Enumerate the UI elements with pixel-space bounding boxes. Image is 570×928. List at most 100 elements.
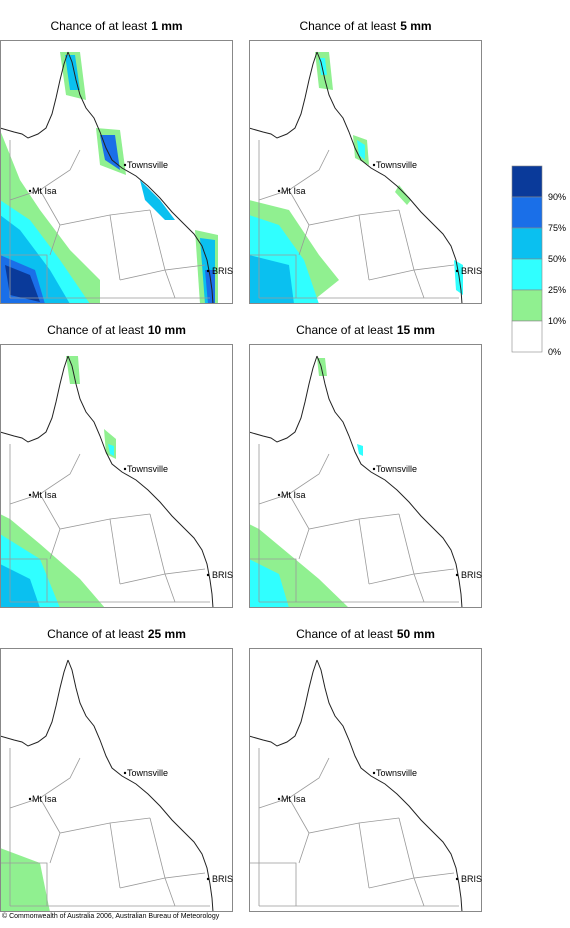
place-dot	[372, 163, 376, 167]
state-borders	[0, 444, 210, 603]
map-panel: Townsville Mt Isa BRIS	[0, 344, 233, 608]
coastline	[0, 659, 214, 912]
rain-area	[5, 265, 40, 302]
place-label: BRIS	[461, 570, 482, 580]
place-dot	[277, 189, 281, 193]
place-label: Mt Isa	[281, 490, 306, 500]
panel-title: Chance of at least 1 mm	[50, 19, 182, 33]
panel-frame	[249, 40, 482, 304]
rain-area	[0, 848, 50, 912]
place-dot	[123, 163, 127, 167]
coastline	[249, 51, 463, 304]
panel-title: Chance of at least 5 mm	[299, 19, 431, 33]
place-dot	[277, 797, 281, 801]
title-prefix: Chance of at least	[50, 19, 147, 33]
rain-area	[140, 180, 175, 220]
state-borders	[249, 140, 459, 299]
panel-frame	[0, 344, 233, 608]
place-label: Mt Isa	[32, 794, 57, 804]
place-dot	[123, 771, 127, 775]
rain-area	[100, 135, 120, 170]
title-amount: 5 mm	[400, 19, 431, 33]
rain-area	[108, 444, 114, 456]
legend-swatch	[511, 227, 543, 260]
place-label: Townsville	[127, 160, 168, 170]
title-amount: 10 mm	[148, 323, 186, 337]
place-label: Townsville	[376, 160, 417, 170]
place-dot	[206, 877, 210, 881]
state-borders	[0, 748, 210, 907]
map-content	[0, 659, 214, 912]
place-label: Townsville	[376, 464, 417, 474]
place-label: Mt Isa	[281, 186, 306, 196]
rain-area	[249, 255, 294, 304]
panel-title: Chance of at least 50 mm	[296, 627, 435, 641]
title-amount: 1 mm	[151, 19, 182, 33]
panel-title: Chance of at least 10 mm	[47, 323, 186, 337]
panel-frame	[0, 648, 233, 912]
map-content	[249, 659, 463, 912]
map-content	[249, 355, 463, 608]
legend-swatch	[511, 165, 543, 198]
legend-label: 10%	[548, 316, 566, 326]
map-panel: Townsville Mt Isa BRIS	[249, 344, 482, 608]
place-label: BRIS	[212, 874, 233, 884]
place-dot	[277, 493, 281, 497]
legend-swatch	[511, 258, 543, 291]
map-panel: Townsville Mt Isa BRIS	[249, 648, 482, 912]
coastline	[0, 355, 214, 608]
panel-title: Chance of at least 15 mm	[296, 323, 435, 337]
place-dot	[372, 771, 376, 775]
place-dot	[455, 269, 459, 273]
place-label: BRIS	[212, 570, 233, 580]
title-amount: 25 mm	[148, 627, 186, 641]
place-label: Mt Isa	[32, 186, 57, 196]
title-amount: 15 mm	[397, 323, 435, 337]
place-dot	[372, 467, 376, 471]
map-panel: Townsville Mt Isa BRIS	[249, 40, 482, 304]
map-content	[0, 355, 214, 608]
title-prefix: Chance of at least	[299, 19, 396, 33]
panel-title: Chance of at least 25 mm	[47, 627, 186, 641]
place-dot	[28, 797, 32, 801]
title-amount: 50 mm	[397, 627, 435, 641]
legend-label: 90%	[548, 192, 566, 202]
map-content	[249, 51, 463, 304]
place-label: BRIS	[461, 874, 482, 884]
coastline	[249, 355, 463, 608]
legend-label: 0%	[548, 347, 561, 357]
legend-swatch	[511, 320, 543, 353]
footer: © Commonwealth of Australia 2006, Austra…	[2, 912, 220, 920]
coastline	[249, 659, 463, 912]
title-prefix: Chance of at least	[296, 627, 393, 641]
map-content	[0, 51, 218, 304]
panel-frame	[249, 648, 482, 912]
title-prefix: Chance of at least	[296, 323, 393, 337]
state-borders	[0, 140, 210, 299]
place-dot	[123, 467, 127, 471]
legend-swatch	[511, 289, 543, 322]
map-panel: Townsville Mt Isa BRIS	[0, 648, 233, 912]
place-label: Townsville	[127, 464, 168, 474]
place-dot	[28, 189, 32, 193]
place-label: Mt Isa	[281, 794, 306, 804]
title-prefix: Chance of at least	[47, 323, 144, 337]
state-borders	[249, 444, 459, 603]
place-label: Townsville	[376, 768, 417, 778]
place-label: BRIS	[461, 266, 482, 276]
map-panel: Townsville Mt Isa BRIS	[0, 40, 233, 304]
legend-swatch	[511, 196, 543, 229]
panel-frame	[0, 40, 233, 304]
place-dot	[28, 493, 32, 497]
legend-label: 25%	[548, 285, 566, 295]
place-dot	[455, 573, 459, 577]
state-borders	[249, 748, 459, 907]
legend-label: 50%	[548, 254, 566, 264]
rain-area	[357, 444, 363, 456]
title-prefix: Chance of at least	[47, 627, 144, 641]
place-label: Mt Isa	[32, 490, 57, 500]
coastline	[0, 51, 214, 304]
rain-area	[104, 429, 116, 459]
